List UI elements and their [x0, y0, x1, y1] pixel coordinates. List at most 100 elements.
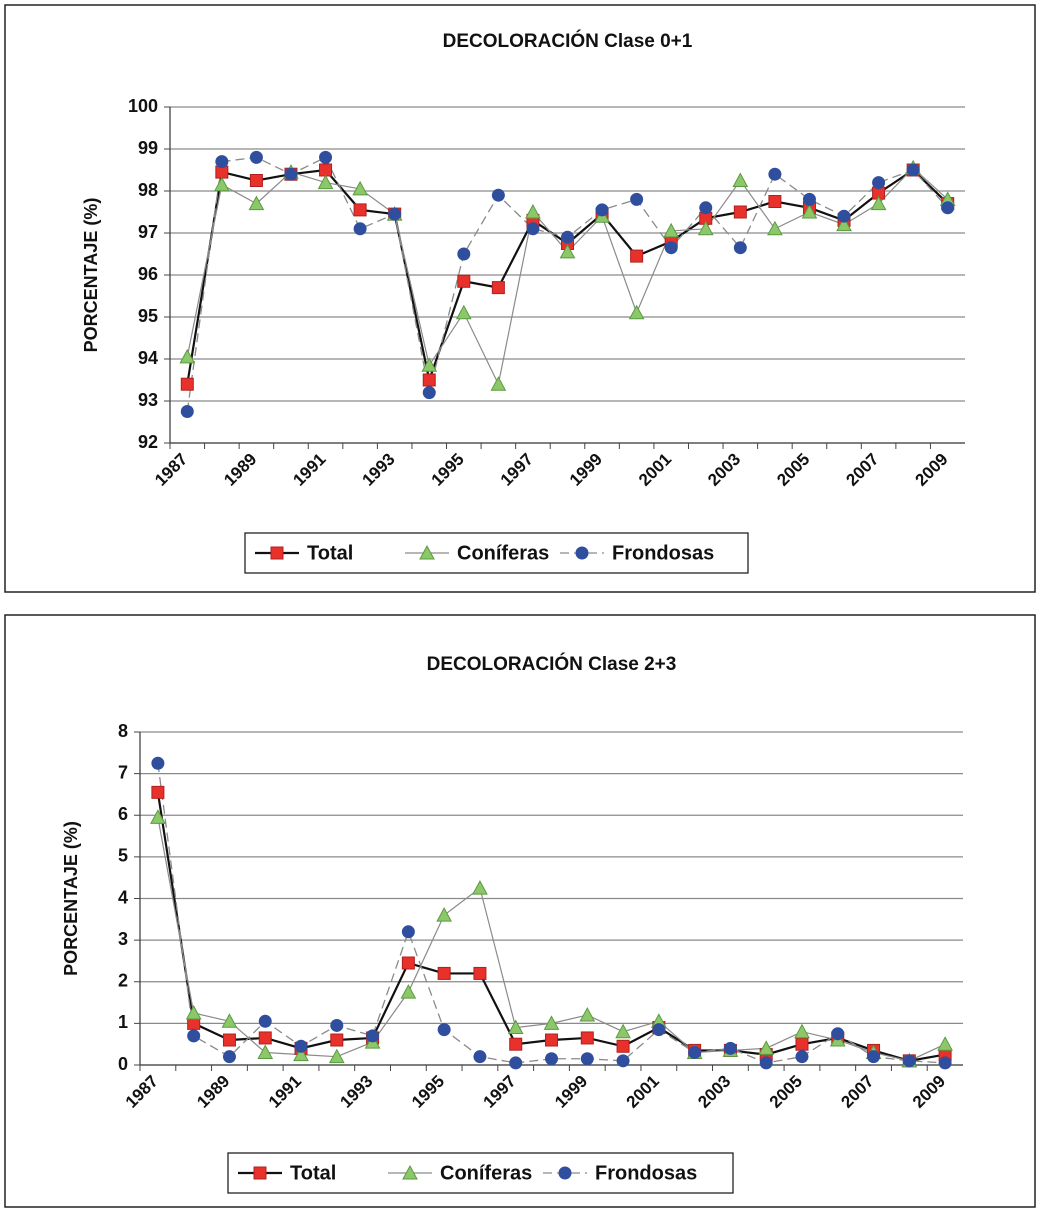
chart-frame [4, 614, 1036, 1208]
marker [509, 1037, 523, 1051]
legend-label: Total [290, 1162, 336, 1184]
marker [837, 209, 851, 223]
marker [214, 176, 230, 192]
y-tick-label: 98 [138, 180, 158, 200]
marker [630, 192, 644, 206]
marker [580, 1052, 594, 1066]
marker [150, 809, 166, 824]
legend-marker [419, 544, 435, 560]
marker [319, 150, 333, 164]
marker [937, 1036, 953, 1051]
marker [472, 880, 488, 895]
y-tick-label: 96 [138, 264, 158, 284]
marker [831, 1027, 845, 1041]
marker [185, 1004, 202, 1020]
marker [180, 377, 194, 391]
marker [628, 304, 645, 320]
marker [697, 220, 714, 236]
marker [795, 1037, 809, 1051]
marker [663, 222, 680, 238]
marker [768, 167, 782, 181]
legend-marker [558, 1166, 572, 1180]
marker [473, 1050, 487, 1064]
y-tick-label: 100 [128, 96, 158, 116]
marker [801, 203, 818, 219]
y-tick-label: 95 [138, 306, 158, 326]
y-tick-label: 6 [118, 804, 128, 824]
marker [400, 984, 417, 999]
marker [437, 1023, 451, 1037]
marker [794, 1023, 810, 1039]
marker [328, 1048, 345, 1064]
marker [733, 205, 747, 219]
marker [330, 1033, 344, 1047]
marker [222, 1050, 236, 1064]
marker [543, 1015, 560, 1030]
marker [353, 203, 367, 217]
marker [525, 203, 541, 219]
marker [319, 163, 333, 177]
marker [437, 966, 451, 980]
marker [151, 785, 165, 799]
marker [401, 956, 415, 970]
marker [180, 405, 194, 418]
marker [422, 373, 436, 387]
marker [652, 1023, 666, 1037]
chart-title: DECOLORACIÓN Clase 2+3 [427, 653, 677, 675]
marker [388, 207, 402, 221]
y-tick-label: 93 [138, 390, 158, 410]
y-tick-label: 2 [118, 971, 128, 991]
legend-marker [270, 546, 284, 560]
marker [317, 174, 334, 190]
marker [545, 1052, 558, 1066]
marker [559, 243, 576, 259]
marker [455, 304, 472, 320]
marker [938, 1056, 952, 1070]
marker [491, 188, 505, 202]
marker [872, 176, 886, 190]
marker [579, 1006, 596, 1022]
marker [616, 1054, 630, 1068]
marker [284, 167, 298, 181]
marker [457, 274, 471, 288]
marker [616, 1039, 630, 1053]
chart-title: DECOLORACIÓN Clase 0+1 [443, 30, 693, 52]
y-tick-label: 4 [118, 887, 128, 907]
marker [222, 1033, 236, 1047]
marker [436, 907, 452, 922]
marker [759, 1056, 773, 1070]
marker [422, 386, 436, 400]
marker [293, 1046, 309, 1062]
marker [545, 1033, 558, 1047]
legend-marker [253, 1166, 267, 1180]
marker [758, 1040, 775, 1055]
y-tick-label: 5 [118, 846, 128, 866]
marker [509, 1056, 523, 1070]
marker [906, 163, 920, 177]
marker [421, 357, 438, 372]
marker [490, 376, 507, 391]
marker [870, 195, 887, 211]
y-tick-label: 8 [118, 721, 128, 741]
marker [723, 1041, 737, 1055]
marker [330, 1018, 344, 1032]
marker [802, 192, 816, 206]
marker [561, 230, 574, 244]
marker [836, 216, 852, 232]
marker [767, 220, 783, 236]
marker [352, 180, 368, 196]
y-axis-label: PORCENTAJE (%) [61, 821, 81, 976]
marker [187, 1029, 201, 1043]
marker [179, 348, 196, 364]
marker [768, 195, 782, 208]
y-tick-label: 0 [118, 1054, 128, 1074]
marker [699, 201, 713, 215]
y-tick-label: 92 [138, 432, 158, 452]
marker [491, 281, 505, 295]
y-tick-label: 1 [118, 1012, 128, 1032]
marker [630, 249, 644, 263]
marker [366, 1029, 380, 1043]
marker [401, 925, 415, 939]
marker [867, 1050, 881, 1064]
